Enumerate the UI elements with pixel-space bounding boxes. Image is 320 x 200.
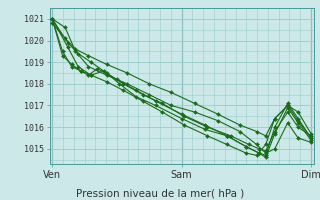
Text: Pression niveau de la mer( hPa ): Pression niveau de la mer( hPa ) (76, 188, 244, 198)
